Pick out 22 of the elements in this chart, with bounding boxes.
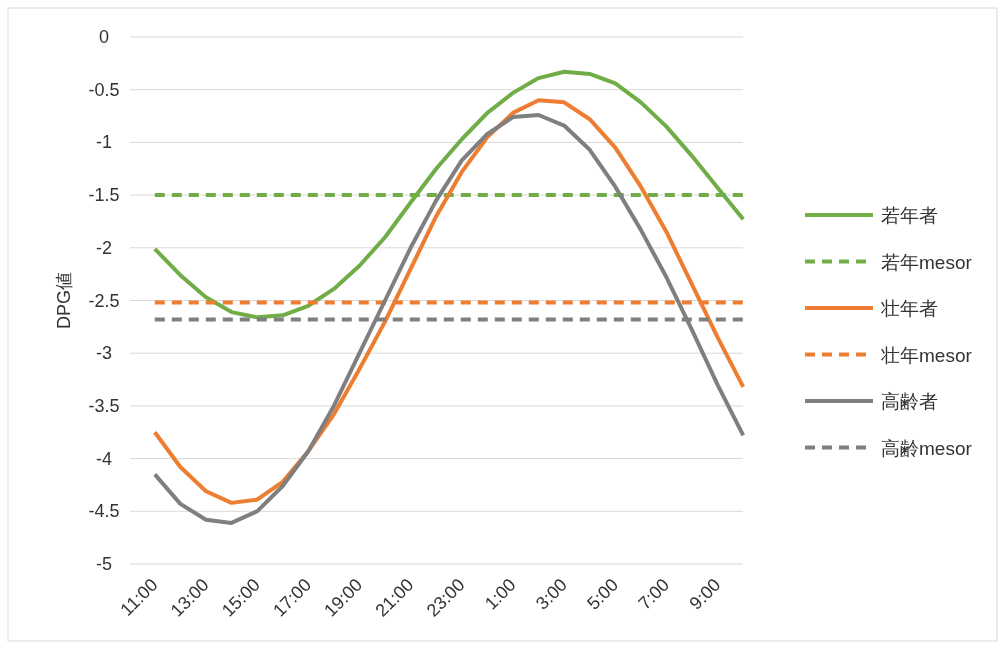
x-tick-label: 3:00 <box>532 574 571 614</box>
y-axis-title: DPG値 <box>54 271 74 330</box>
legend-label: 若年者 <box>881 205 938 226</box>
y-tick-label: -1.5 <box>88 185 120 206</box>
legend-label: 壮年者 <box>880 298 938 319</box>
x-tick-label: 7:00 <box>634 574 674 614</box>
x-tick-label: 5:00 <box>583 574 623 614</box>
legend-label: 高齢者 <box>881 391 938 412</box>
x-tick-label: 9:00 <box>685 574 725 614</box>
legend-label: 壮年mesor <box>880 344 973 366</box>
legend-label: 高齢mesor <box>881 437 973 459</box>
y-tick-label: -2.5 <box>88 290 120 311</box>
y-tick-label: -3.5 <box>88 395 120 416</box>
y-tick-label: -1 <box>95 132 113 153</box>
y-tick-label: -5 <box>95 554 113 574</box>
y-tick-label: -2 <box>95 237 113 258</box>
y-tick-label: -4 <box>95 448 113 469</box>
y-tick-label: -4.5 <box>88 501 120 522</box>
y-tick-label: 0 <box>98 27 110 47</box>
legend-label: 若年mesor <box>881 251 973 273</box>
y-tick-label: -0.5 <box>88 79 120 100</box>
y-tick-label: -3 <box>95 343 113 364</box>
